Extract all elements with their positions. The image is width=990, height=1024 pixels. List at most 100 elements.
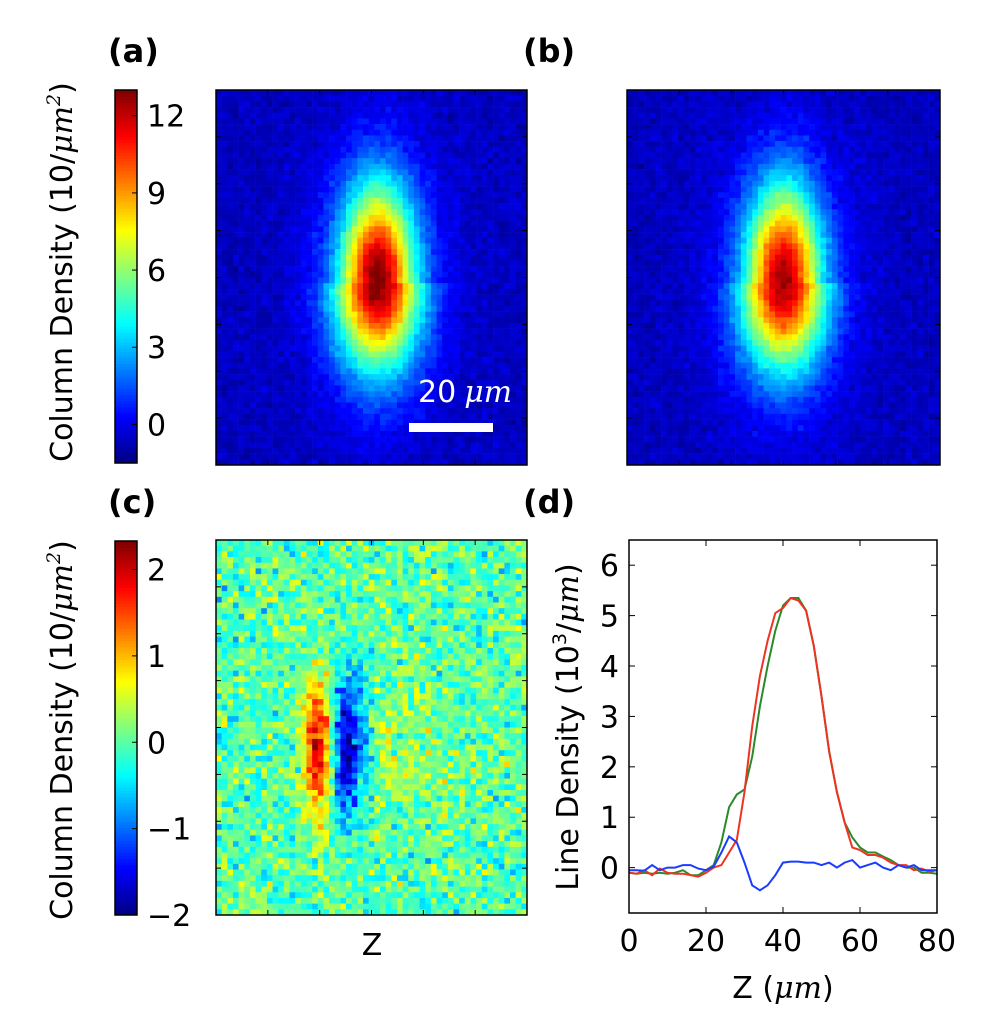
heatmap-cell bbox=[928, 101, 935, 108]
heatmap-cell bbox=[792, 215, 799, 221]
heatmap-cell bbox=[391, 163, 398, 170]
heatmap-cell bbox=[261, 305, 268, 312]
heatmap-cell bbox=[871, 124, 878, 131]
heatmap-cell bbox=[283, 163, 290, 170]
heatmap-cell bbox=[261, 340, 268, 346]
heatmap-cell bbox=[402, 436, 409, 443]
heatmap-cell bbox=[238, 118, 245, 125]
heatmap-cell bbox=[769, 192, 776, 199]
heatmap-cell bbox=[289, 135, 296, 142]
heatmap-cell bbox=[249, 192, 256, 199]
heatmap-cell bbox=[232, 95, 239, 102]
heatmap-cell bbox=[289, 305, 296, 312]
heatmap-cell bbox=[289, 340, 296, 346]
heatmap-cell bbox=[752, 95, 759, 102]
heatmap-cell bbox=[504, 186, 511, 193]
heatmap-cell bbox=[408, 226, 415, 233]
heatmap-cell bbox=[740, 152, 747, 159]
heatmap-cell bbox=[700, 101, 707, 108]
heatmap-cell bbox=[216, 271, 222, 278]
heatmap-cell bbox=[854, 101, 861, 108]
heatmap-cell bbox=[317, 379, 324, 386]
heatmap-cell bbox=[261, 197, 268, 204]
heatmap-cell bbox=[368, 300, 375, 307]
heatmap-cell bbox=[922, 112, 929, 119]
heatmap-cell bbox=[510, 283, 516, 290]
heatmap-cell bbox=[723, 124, 730, 131]
heatmap-cell bbox=[227, 192, 234, 199]
heatmap-cell bbox=[346, 447, 352, 454]
heatmap-cell bbox=[476, 288, 483, 295]
heatmap-cell bbox=[244, 379, 251, 386]
heatmap-cell bbox=[419, 391, 426, 398]
heatmap-cell bbox=[718, 158, 725, 165]
heatmap-cell bbox=[278, 124, 285, 131]
heatmap-cell bbox=[695, 197, 702, 204]
heatmap-cell bbox=[453, 152, 460, 159]
heatmap-cell bbox=[312, 402, 319, 409]
heatmap-cell bbox=[470, 226, 477, 233]
heatmap-cell bbox=[385, 436, 392, 443]
heatmap-cell bbox=[442, 453, 449, 460]
heatmap-cell bbox=[826, 209, 833, 216]
heatmap-cell bbox=[402, 101, 409, 108]
heatmap-cell bbox=[934, 118, 941, 125]
heatmap-cell bbox=[848, 135, 855, 142]
heatmap-cell bbox=[453, 169, 460, 176]
heatmap-cell bbox=[877, 192, 884, 199]
heatmap-cell bbox=[510, 226, 516, 233]
heatmap-cell bbox=[300, 203, 307, 210]
heatmap-cell bbox=[447, 197, 454, 204]
heatmap-cell bbox=[917, 220, 924, 227]
heatmap-cell bbox=[346, 254, 352, 261]
heatmap-cell bbox=[928, 135, 935, 142]
heatmap-cell bbox=[385, 192, 392, 199]
heatmap-cell bbox=[413, 396, 420, 403]
heatmap-cell bbox=[752, 186, 759, 193]
heatmap-cell bbox=[632, 203, 639, 210]
heatmap-cell bbox=[774, 141, 781, 148]
heatmap-cell bbox=[351, 362, 358, 369]
heatmap-cell bbox=[644, 158, 651, 165]
heatmap-cell bbox=[476, 385, 483, 392]
heatmap-cell bbox=[221, 215, 228, 221]
heatmap-cell bbox=[644, 169, 651, 176]
heatmap-cell bbox=[476, 152, 483, 159]
heatmap-cell bbox=[323, 90, 330, 96]
heatmap-cell bbox=[476, 232, 483, 239]
heatmap-cell bbox=[430, 90, 437, 96]
heatmap-cell bbox=[374, 271, 381, 278]
heatmap-cell bbox=[504, 215, 511, 221]
heatmap-cell bbox=[278, 294, 285, 301]
heatmap-cell bbox=[459, 237, 466, 244]
heatmap-cell bbox=[860, 95, 867, 102]
heatmap-cell bbox=[712, 141, 719, 148]
heatmap-cell bbox=[238, 357, 245, 364]
heatmap-cell bbox=[329, 317, 336, 324]
heatmap-cell bbox=[385, 385, 392, 392]
heatmap-cell bbox=[340, 402, 347, 409]
heatmap-cell bbox=[922, 197, 929, 204]
heatmap-cell bbox=[402, 459, 409, 466]
heatmap-cell bbox=[769, 203, 776, 210]
heatmap-cell bbox=[363, 442, 369, 449]
heatmap-cell bbox=[368, 203, 375, 210]
heatmap-cell bbox=[346, 95, 352, 102]
heatmap-cell bbox=[476, 254, 483, 261]
heatmap-cell bbox=[306, 385, 313, 392]
heatmap-cell bbox=[888, 135, 895, 142]
heatmap-cell bbox=[244, 271, 251, 278]
heatmap-cell bbox=[774, 146, 781, 153]
heatmap-cell bbox=[498, 277, 505, 284]
heatmap-cell bbox=[244, 180, 251, 187]
heatmap-cell bbox=[476, 311, 483, 318]
heatmap-cell bbox=[385, 90, 392, 96]
heatmap-cell bbox=[718, 197, 725, 204]
heatmap-cell bbox=[436, 95, 443, 102]
heatmap-cell bbox=[363, 453, 369, 460]
heatmap-cell bbox=[368, 192, 375, 199]
heatmap-cell bbox=[498, 396, 505, 403]
heatmap-cell bbox=[363, 129, 369, 136]
heatmap-cell bbox=[459, 374, 466, 381]
heatmap-cell bbox=[470, 305, 477, 312]
